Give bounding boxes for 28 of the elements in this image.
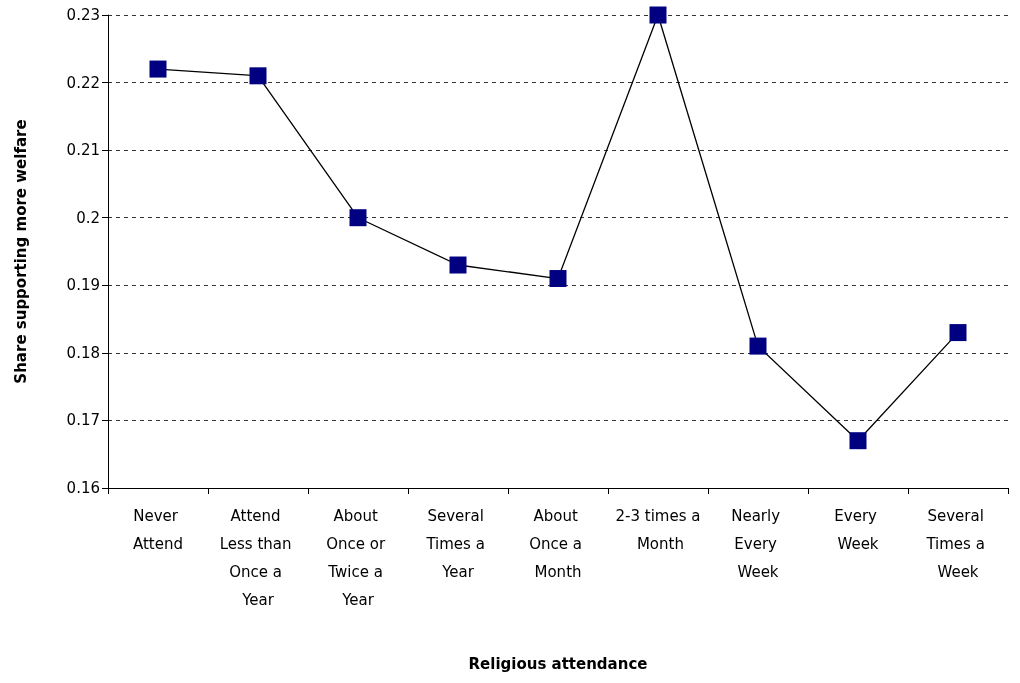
y-tick-label: 0.21: [66, 141, 100, 160]
x-tick-label: Nearly Every Week: [731, 507, 785, 581]
point: [849, 432, 867, 450]
point: [449, 256, 467, 274]
y-tick-label: 0.23: [66, 6, 100, 24]
point: [349, 209, 367, 227]
x-tick-label: Several Times a Year: [425, 507, 490, 581]
x-tick-label: Attend Less than Once a Year: [219, 507, 297, 609]
y-tick-label: 0.19: [66, 276, 100, 295]
y-tick-label: 0.18: [66, 343, 100, 362]
x-tick-label: Several Times a Week: [925, 507, 990, 581]
x-tick-label: About Once a Month: [529, 507, 587, 581]
x-axis-title: Religious attendance: [468, 654, 648, 673]
x-tick-label: About Once or Twice a Year: [326, 507, 390, 609]
point: [149, 60, 167, 78]
y-axis-title: Share supporting more welfare: [11, 119, 30, 384]
x-tick-label: 2-3 times a Month: [615, 507, 701, 553]
y-tick-label: 0.22: [66, 73, 100, 92]
point: [249, 67, 267, 85]
point: [549, 270, 567, 288]
y-tick-label: 0.2: [76, 208, 100, 227]
point: [649, 6, 667, 24]
y-tick-label: 0.17: [66, 411, 100, 430]
y-tick-label: 0.16: [66, 479, 100, 497]
x-tick-label: Every Week: [834, 507, 882, 553]
x-tick-label: Never Attend: [132, 507, 184, 553]
point: [749, 337, 767, 355]
point: [949, 324, 967, 342]
